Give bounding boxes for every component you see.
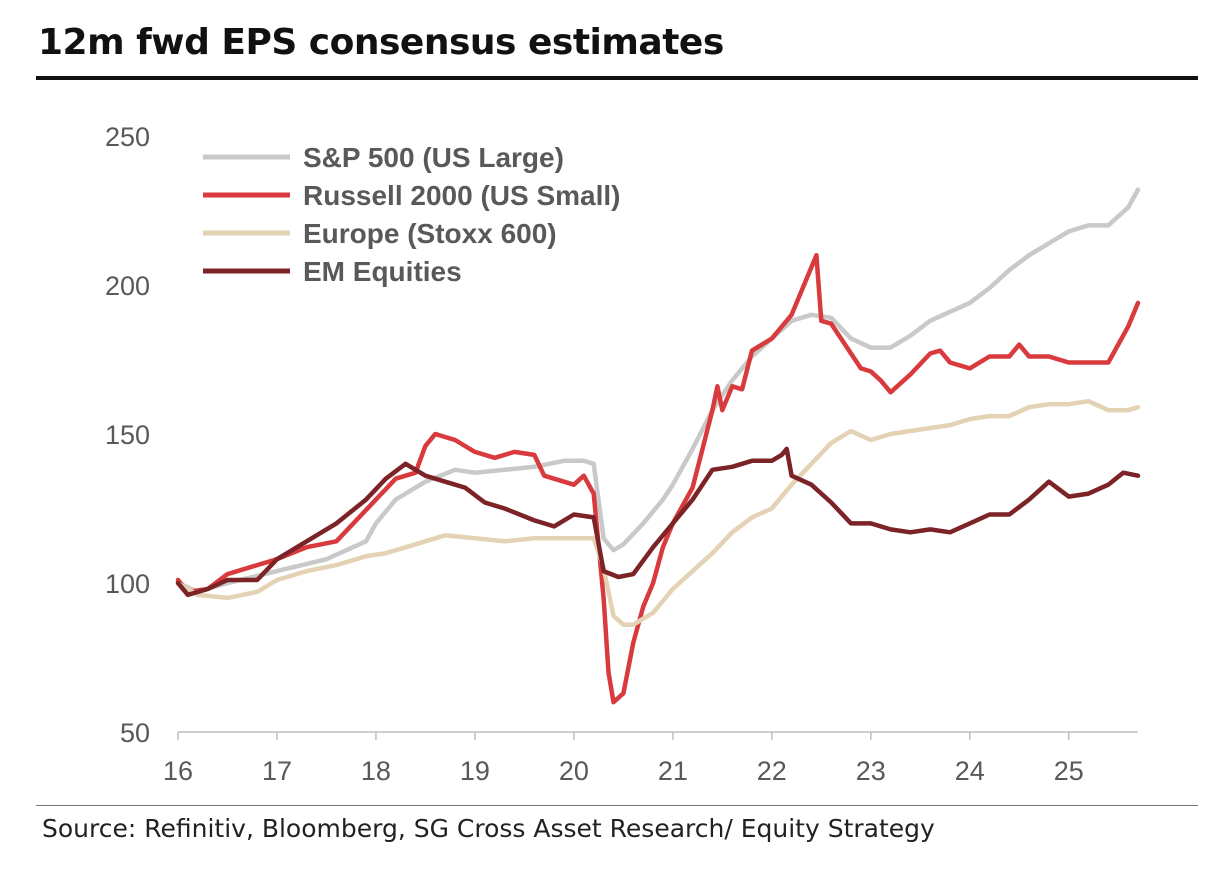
chart-series-lines: [175, 187, 1141, 705]
source-rule: [36, 805, 1198, 806]
title-rule: [36, 76, 1198, 80]
legend-label: Russell 2000 (US Small): [303, 180, 620, 211]
chart-axes: 16 17 18 19 20 21 22 23 24 25 50 100 150 200 250: [105, 122, 1138, 786]
chart-legend: S&P 500 (US Large) Russell 2000 (US Small…: [203, 142, 620, 287]
x-tick-label: 19: [460, 756, 490, 786]
x-tick-label: 24: [955, 756, 985, 786]
y-tick-label: 50: [120, 718, 150, 748]
x-tick-label: 16: [163, 756, 193, 786]
x-tick-label: 25: [1054, 756, 1084, 786]
y-tick-label: 200: [105, 271, 150, 301]
y-tick-label: 100: [105, 569, 150, 599]
legend-label: EM Equities: [303, 256, 462, 287]
x-tick-label: 18: [361, 756, 391, 786]
y-tick-label: 250: [105, 122, 150, 152]
source-note: Source: Refinitiv, Bloomberg, SG Cross A…: [42, 814, 935, 843]
x-tick-label: 21: [658, 756, 688, 786]
y-tick-label: 150: [105, 420, 150, 450]
series-line-1: [175, 252, 1141, 705]
legend-label: Europe (Stoxx 600): [303, 218, 557, 249]
series-line-3: [175, 446, 1141, 598]
series-line-0: [175, 187, 1141, 595]
legend-label: S&P 500 (US Large): [303, 142, 564, 173]
x-tick-label: 17: [262, 756, 292, 786]
chart-title: 12m fwd EPS consensus estimates: [38, 22, 724, 63]
series-line-2: [175, 398, 1141, 627]
x-tick-label: 22: [757, 756, 787, 786]
x-tick-label: 20: [559, 756, 589, 786]
x-tick-label: 23: [856, 756, 886, 786]
